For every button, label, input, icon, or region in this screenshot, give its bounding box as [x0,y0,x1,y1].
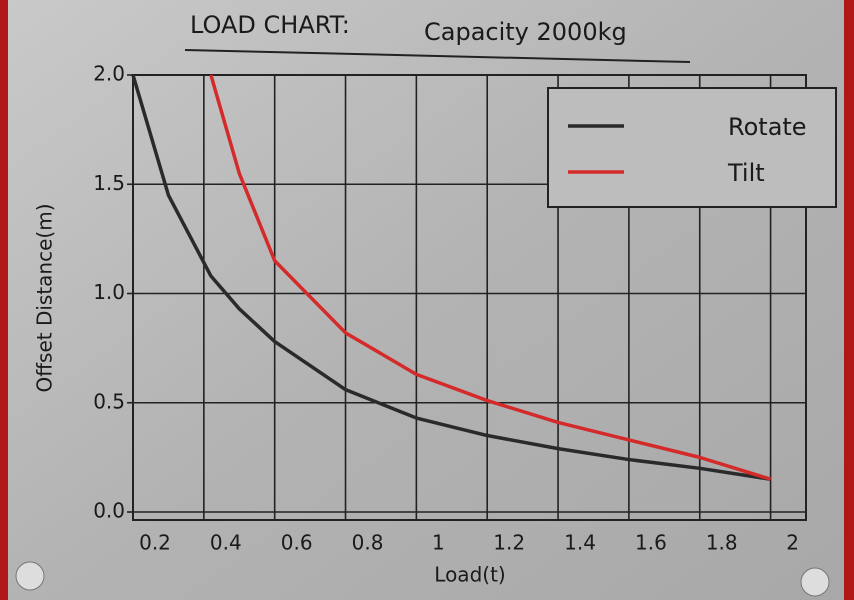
y-axis-label: Offset Distance(m) [33,204,57,393]
x-tick-label: 1 [432,531,445,555]
x-tick-label: 2 [786,531,799,555]
x-tick-label: 1.6 [635,531,667,555]
series-line [209,74,772,481]
y-tick-label: 0.5 [93,389,125,413]
chart-title: LOAD CHART: [190,11,350,39]
screw [800,567,830,597]
plot: 0.0 0.5 1.0 1.5 2.0 0.2 0.4 0.6 0.8 1 1.2 1.4 1.6 1.8… [93,62,837,555]
screw [15,561,45,591]
y-tick-label: 1.5 [93,171,125,195]
x-tick-label: 1.4 [564,531,596,555]
x-tick-label: 0.8 [352,531,384,555]
y-tick-label: 1.0 [93,280,125,304]
x-tick-label: 0.6 [281,531,313,555]
chart-subtitle: Capacity 2000kg [424,18,627,46]
x-tick-label: 1.2 [493,531,525,555]
series-line [131,74,771,481]
x-tick-label: 0.4 [210,531,242,555]
y-tick-label: 0.0 [93,499,125,523]
x-axis-label: Load(t) [434,563,505,587]
x-tick-label: 1.8 [706,531,738,555]
y-tick-label: 2.0 [93,62,125,86]
x-tick-label: 0.2 [139,531,171,555]
legend-label: Tilt [727,159,765,187]
title-underline [184,49,691,63]
legend-label: Rotate [728,113,807,141]
legend-box [547,87,837,208]
